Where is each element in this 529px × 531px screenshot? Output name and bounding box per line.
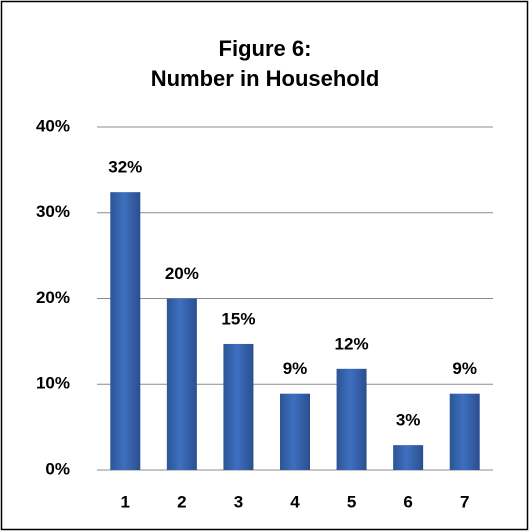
chart-subtitle: Number in Household [151,66,380,91]
y-tick-label: 0% [45,459,70,478]
chart-title: Figure 6: [219,36,312,61]
data-label: 12% [335,334,369,353]
data-label: 3% [396,411,421,430]
y-tick-label: 40% [36,116,70,135]
y-tick-label: 30% [36,202,70,221]
bar [166,298,197,470]
x-tick-label: 1 [121,492,130,511]
x-tick-label: 5 [347,492,356,511]
x-tick-label: 3 [234,492,243,511]
x-tick-label: 2 [177,492,186,511]
data-label: 9% [452,359,477,378]
bar [449,393,480,470]
x-tick-label: 7 [460,492,469,511]
y-tick-label: 10% [36,374,70,393]
bar [336,368,367,470]
x-tick-label: 4 [290,492,300,511]
bar [393,445,424,470]
data-label: 9% [283,359,308,378]
bar [223,343,254,470]
bar [110,192,141,471]
data-label: 15% [221,309,255,328]
bar [280,393,310,470]
y-tick-label: 20% [36,288,70,307]
x-tick-label: 6 [403,492,412,511]
data-label: 32% [108,158,142,177]
data-label: 20% [165,264,199,283]
